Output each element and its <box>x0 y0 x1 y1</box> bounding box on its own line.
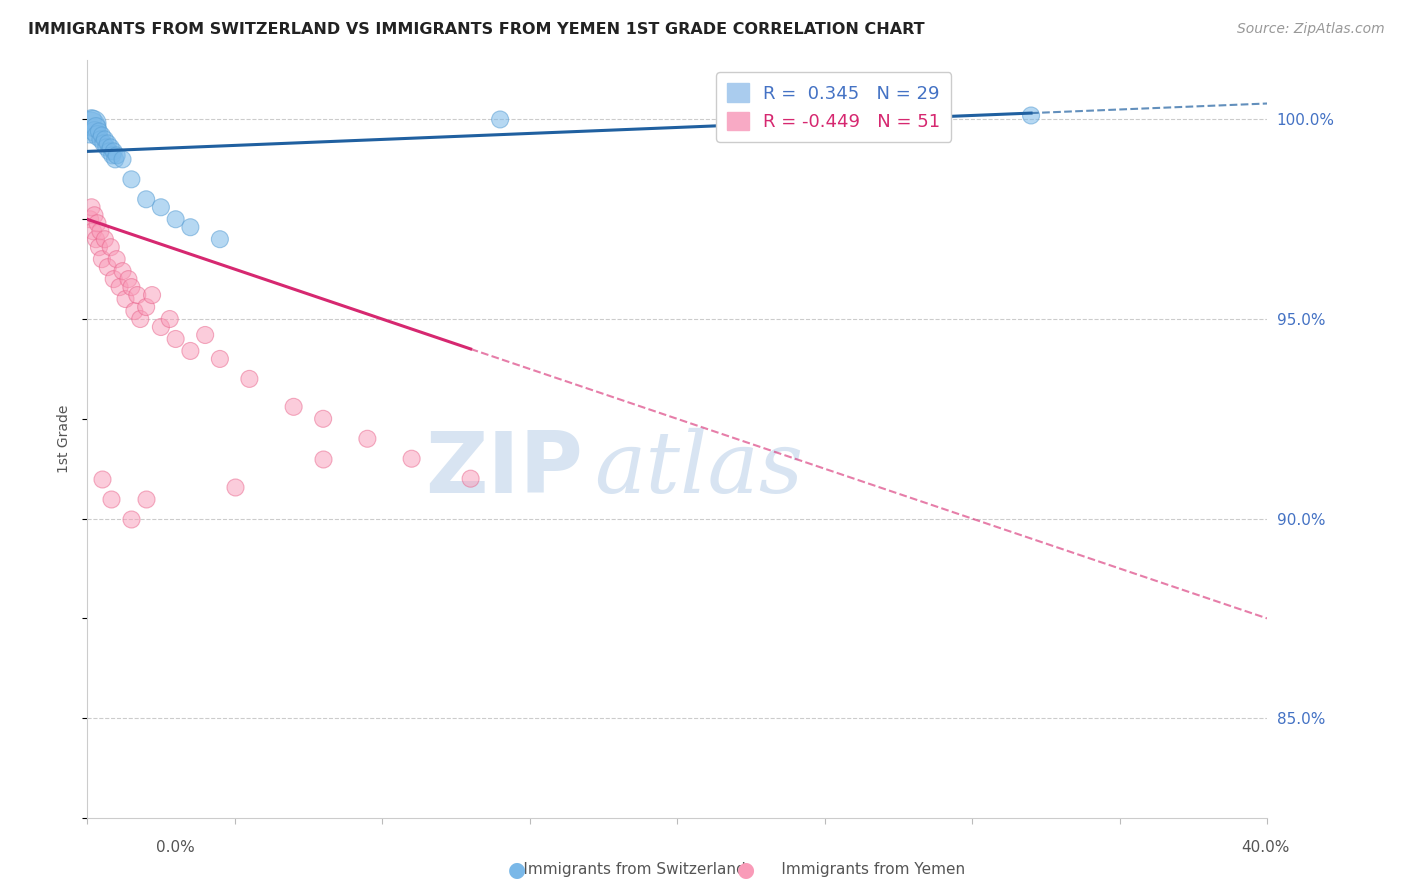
Point <box>489 112 512 127</box>
Point <box>94 132 117 146</box>
Point <box>94 232 117 246</box>
Point <box>114 292 136 306</box>
Point <box>89 132 111 146</box>
Point <box>105 148 128 162</box>
Text: IMMIGRANTS FROM SWITZERLAND VS IMMIGRANTS FROM YEMEN 1ST GRADE CORRELATION CHART: IMMIGRANTS FROM SWITZERLAND VS IMMIGRANT… <box>28 22 925 37</box>
Point <box>87 240 110 254</box>
Point <box>135 192 157 206</box>
Point <box>90 252 112 267</box>
Point <box>124 304 146 318</box>
Point <box>149 320 172 334</box>
Point <box>141 288 163 302</box>
Point <box>100 140 122 154</box>
Point <box>120 280 142 294</box>
Point <box>84 232 107 246</box>
Text: ZIP: ZIP <box>425 427 582 510</box>
Point <box>96 140 118 154</box>
Point <box>224 480 246 494</box>
Point <box>120 511 142 525</box>
Point <box>117 272 139 286</box>
Point <box>179 343 201 358</box>
Point <box>194 328 217 343</box>
Point <box>149 200 172 214</box>
Text: Immigrants from Switzerland: Immigrants from Switzerland <box>499 863 745 877</box>
Point <box>127 288 149 302</box>
Point <box>725 104 748 119</box>
Text: Immigrants from Yemen: Immigrants from Yemen <box>756 863 966 877</box>
Point <box>401 451 423 466</box>
Point <box>86 216 108 230</box>
Point <box>105 252 128 267</box>
Point <box>82 224 104 238</box>
Point <box>90 128 112 143</box>
Text: 40.0%: 40.0% <box>1241 840 1289 855</box>
Point <box>135 300 157 314</box>
Point <box>111 153 134 167</box>
Text: 0.0%: 0.0% <box>156 840 195 855</box>
Point <box>97 136 120 151</box>
Point <box>460 472 482 486</box>
Text: atlas: atlas <box>595 428 804 510</box>
Y-axis label: 1st Grade: 1st Grade <box>58 405 72 473</box>
Point <box>83 124 105 138</box>
Point <box>129 312 152 326</box>
Point <box>312 451 335 466</box>
Point <box>283 400 305 414</box>
Text: ●: ● <box>737 860 755 880</box>
Point <box>111 264 134 278</box>
Point <box>165 332 187 346</box>
Point <box>208 232 231 246</box>
Point <box>165 212 187 227</box>
Point <box>97 260 120 274</box>
Point <box>80 200 103 214</box>
Text: ●: ● <box>508 860 526 880</box>
Point <box>312 412 335 426</box>
Point <box>87 124 110 138</box>
Point <box>83 208 105 222</box>
Point <box>356 432 378 446</box>
Point <box>208 351 231 366</box>
Point <box>93 136 115 151</box>
Point <box>135 491 157 506</box>
Point <box>103 272 125 286</box>
Point <box>103 145 125 159</box>
Point <box>159 312 181 326</box>
Text: Source: ZipAtlas.com: Source: ZipAtlas.com <box>1237 22 1385 37</box>
Point <box>84 120 107 135</box>
Point <box>79 120 101 135</box>
Point <box>100 491 122 506</box>
Point <box>104 153 127 167</box>
Point <box>1019 108 1042 122</box>
Point <box>89 224 111 238</box>
Point <box>82 116 104 130</box>
Point <box>101 148 124 162</box>
Point <box>238 372 260 386</box>
Point <box>108 280 131 294</box>
Legend: R =  0.345   N = 29, R = -0.449   N = 51: R = 0.345 N = 29, R = -0.449 N = 51 <box>716 72 952 142</box>
Point <box>98 145 121 159</box>
Point <box>86 128 108 143</box>
Point <box>80 112 103 127</box>
Point <box>179 220 201 235</box>
Point <box>90 472 112 486</box>
Point <box>100 240 122 254</box>
Point <box>120 172 142 186</box>
Point <box>79 212 101 227</box>
